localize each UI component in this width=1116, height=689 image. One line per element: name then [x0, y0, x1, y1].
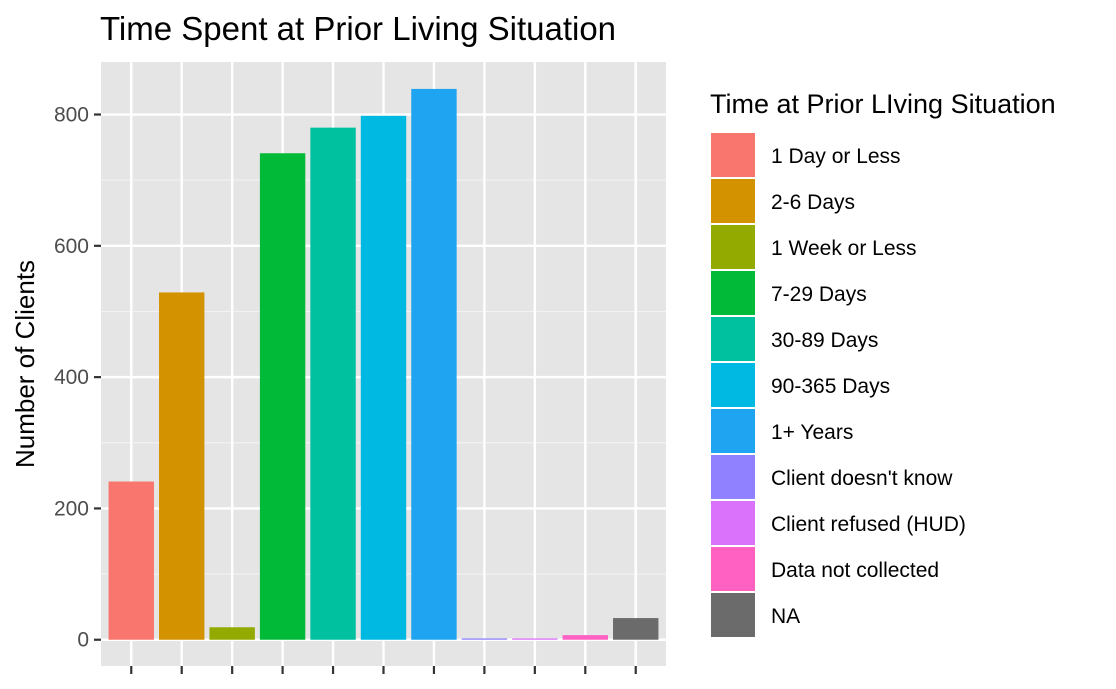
- legend-label: Data not collected: [771, 559, 939, 582]
- bar: [461, 638, 508, 640]
- legend-key: [711, 225, 755, 269]
- bar: [310, 127, 356, 640]
- bar: [411, 88, 457, 640]
- y-tick-label: 800: [54, 104, 89, 127]
- legend-key: [711, 363, 755, 407]
- legend-key: [711, 547, 755, 591]
- legend-key: [711, 179, 755, 223]
- legend-label: 7-29 Days: [771, 283, 867, 306]
- legend-label: 1 Week or Less: [771, 237, 917, 260]
- bars-layer: [108, 88, 659, 640]
- legend-title: Time at Prior LIving Situation: [710, 89, 1056, 119]
- legend-key: [711, 133, 755, 177]
- legend-label: 90-365 Days: [771, 375, 890, 398]
- bar: [159, 292, 205, 640]
- legend-key: [711, 593, 755, 637]
- legend-key: [711, 501, 755, 545]
- bar: [360, 115, 407, 640]
- bar: [259, 153, 306, 640]
- axis-layer: 0 200 400 600 800: [54, 104, 637, 674]
- y-axis-title: Number of Clients: [10, 260, 40, 468]
- legend: 1 Day or Less 2-6 Days 1 Week or Less 7-29 …: [711, 133, 966, 637]
- legend-label: 1+ Years: [771, 421, 853, 444]
- y-tick-label: 200: [54, 497, 89, 520]
- y-tick-label: 400: [54, 366, 89, 389]
- legend-label: 30-89 Days: [771, 329, 878, 352]
- legend-label: 2-6 Days: [771, 191, 855, 214]
- bar: [512, 638, 558, 640]
- legend-key: [711, 455, 755, 499]
- bar: [613, 618, 659, 640]
- legend-label: Client doesn't know: [771, 467, 953, 490]
- legend-label: NA: [771, 605, 800, 628]
- legend-key: [711, 317, 755, 361]
- legend-label: 1 Day or Less: [771, 145, 901, 168]
- chart-title: Time Spent at Prior Living Situation: [100, 10, 616, 47]
- bar: [562, 635, 608, 640]
- bar: [108, 481, 154, 640]
- legend-key: [711, 271, 755, 315]
- bar: [209, 627, 255, 640]
- y-tick-label: 600: [54, 235, 89, 258]
- y-tick-label: 0: [77, 629, 89, 652]
- legend-key: [711, 409, 755, 453]
- legend-label: Client refused (HUD): [771, 513, 966, 536]
